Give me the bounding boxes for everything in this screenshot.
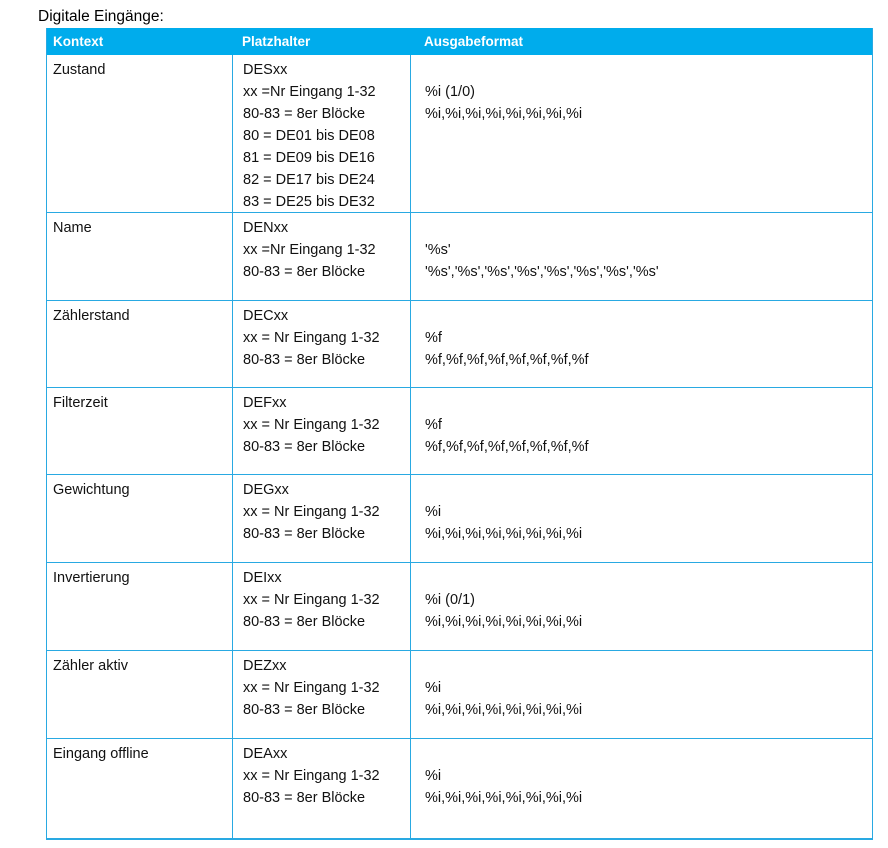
cell-ausgabeformat: %i %i,%i,%i,%i,%i,%i,%i,%i [410,651,872,738]
cell-platzhalter: DEFxx xx = Nr Eingang 1-32 80-83 = 8er B… [232,388,410,474]
column-header-ausgabeformat: Ausgabeformat [424,34,524,49]
cell-ausgabeformat: '%s' '%s','%s','%s','%s','%s','%s','%s',… [410,213,872,300]
cell-ausgabeformat: %i (0/1) %i,%i,%i,%i,%i,%i,%i,%i [410,563,872,650]
cell-ausgabeformat: %i %i,%i,%i,%i,%i,%i,%i,%i [410,475,872,562]
table-row: Gewichtung DEGxx xx = Nr Eingang 1-32 80… [47,474,872,562]
cell-platzhalter: DEIxx xx = Nr Eingang 1-32 80-83 = 8er B… [232,563,410,650]
table-row: Eingang offline DEAxx xx = Nr Eingang 1-… [47,738,872,838]
column-header-kontext: Kontext [53,34,104,49]
section-title: Digitale Eingänge: [38,8,164,25]
cell-kontext: Zählerstand [53,308,130,324]
cell-kontext: Eingang offline [53,746,149,762]
cell-platzhalter: DEGxx xx = Nr Eingang 1-32 80-83 = 8er B… [232,475,410,562]
table-row: Filterzeit DEFxx xx = Nr Eingang 1-32 80… [47,387,872,474]
cell-platzhalter: DENxx xx =Nr Eingang 1-32 80-83 = 8er Bl… [232,213,410,300]
cell-ausgabeformat: %i %i,%i,%i,%i,%i,%i,%i,%i [410,739,872,838]
table-row: Name DENxx xx =Nr Eingang 1-32 80-83 = 8… [47,212,872,300]
table-row: Zähler aktiv DEZxx xx = Nr Eingang 1-32 … [47,650,872,738]
table-row: Invertierung DEIxx xx = Nr Eingang 1-32 … [47,562,872,650]
table-header-row: Kontext Platzhalter Ausgabeformat [47,28,872,55]
cell-kontext: Invertierung [53,570,130,586]
cell-kontext: Name [53,220,92,236]
cell-kontext: Zähler aktiv [53,658,128,674]
column-header-platzhalter: Platzhalter [242,34,311,49]
table-row: Zustand DESxx xx =Nr Eingang 1-32 80-83 … [47,55,872,212]
cell-kontext: Filterzeit [53,395,108,411]
cell-platzhalter: DEAxx xx = Nr Eingang 1-32 80-83 = 8er B… [232,739,410,838]
cell-kontext: Gewichtung [53,482,130,498]
cell-platzhalter: DEZxx xx = Nr Eingang 1-32 80-83 = 8er B… [232,651,410,738]
cell-platzhalter: DECxx xx = Nr Eingang 1-32 80-83 = 8er B… [232,301,410,387]
cell-ausgabeformat: %f %f,%f,%f,%f,%f,%f,%f,%f [410,301,872,387]
document-page: Digitale Eingänge: Kontext Platzhalter A… [0,7,888,840]
cell-platzhalter: DESxx xx =Nr Eingang 1-32 80-83 = 8er Bl… [232,55,410,212]
digital-inputs-table: Kontext Platzhalter Ausgabeformat Zustan… [46,28,873,840]
table-row: Zählerstand DECxx xx = Nr Eingang 1-32 8… [47,300,872,387]
cell-kontext: Zustand [53,62,106,78]
cell-ausgabeformat: %f %f,%f,%f,%f,%f,%f,%f,%f [410,388,872,474]
cell-ausgabeformat: %i (1/0) %i,%i,%i,%i,%i,%i,%i,%i [410,55,872,212]
